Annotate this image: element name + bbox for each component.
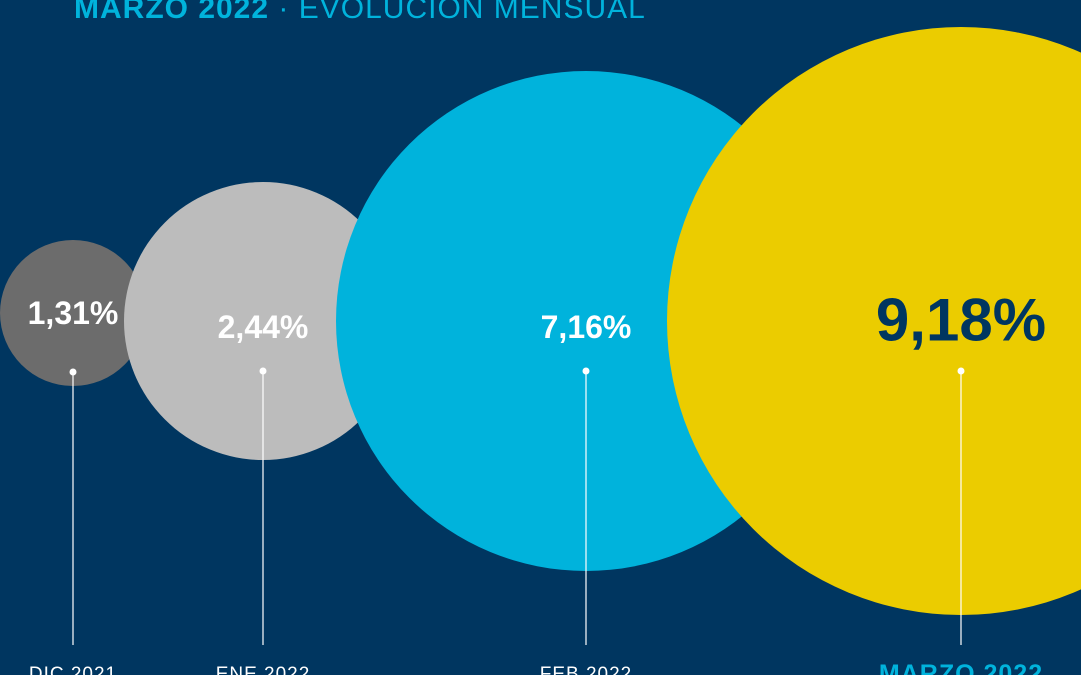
leader-dot-ene-2022 [259,367,267,375]
month-label-marzo-2022: MARZO 2022 [879,660,1043,675]
chart-title: MARZO 2022 · EVOLUCIÓN MENSUAL [74,0,646,27]
leader-dot-marzo-2022 [957,367,965,375]
leader-dot-dic-2021 [69,368,77,376]
month-label-ene-2022: ENE 2022 [216,664,311,675]
month-label-feb-2022: FEB 2022 [540,664,633,675]
title-subtitle: EVOLUCIÓN MENSUAL [298,0,646,25]
month-label-dic-2021: DIC 2021 [29,664,117,675]
title-separator: · [278,0,290,25]
value-label-marzo-2022: 9,18% [876,287,1046,354]
value-label-ene-2022: 2,44% [218,309,309,345]
title-month: MARZO 2022 [74,0,270,25]
bubble-dic-2021 [0,240,146,386]
bubble-ene-2022 [124,182,402,460]
leader-dot-feb-2022 [582,367,590,375]
value-label-feb-2022: 7,16% [541,309,632,345]
value-label-dic-2021: 1,31% [28,295,119,331]
bubble-marzo-2022 [667,27,1081,615]
